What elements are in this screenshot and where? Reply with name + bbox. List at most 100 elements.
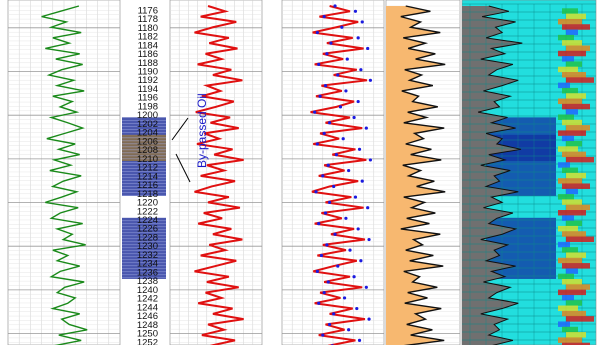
annotation-pointer-lower xyxy=(175,153,191,183)
dotted-curve-point xyxy=(315,30,319,35)
curve-1 xyxy=(41,5,88,345)
depth-label: 1202 xyxy=(137,119,158,130)
dotted-curve-point xyxy=(317,301,321,305)
dotted-curve-point xyxy=(360,179,364,183)
fluid-fill xyxy=(566,172,586,179)
dotted-curve-point xyxy=(336,264,340,268)
dotted-curve-point xyxy=(364,126,368,130)
depth-label: 1200 xyxy=(137,110,158,121)
dotted-curve-point xyxy=(319,253,324,258)
depth-label: 1194 xyxy=(138,84,158,95)
fluid-fill xyxy=(562,135,574,142)
annotation-pointer-upper xyxy=(171,117,189,141)
fluid-fill xyxy=(566,268,578,274)
dotted-curve-point xyxy=(356,36,360,40)
fluid-fill xyxy=(558,146,578,152)
dotted-curve-point xyxy=(366,206,370,210)
depth-label: 1198 xyxy=(138,101,158,112)
dotted-curve-point xyxy=(355,306,359,311)
dotted-curve-point xyxy=(347,328,351,332)
fluid-fill xyxy=(562,279,582,285)
fluid-fill xyxy=(562,326,578,333)
fluid-fill xyxy=(566,29,578,36)
lithology-curve xyxy=(477,5,523,345)
depth-label: 1228 xyxy=(137,232,158,243)
dotted-curve-point xyxy=(360,20,364,24)
dotted-curve-point xyxy=(315,269,319,273)
depth-label: 1190 xyxy=(138,67,158,78)
fluid-fill xyxy=(562,215,574,221)
dotted-curve-point xyxy=(367,317,371,321)
dotted-curve-point xyxy=(333,4,337,8)
fluid-fill xyxy=(562,87,578,94)
fluid-fill xyxy=(562,294,574,301)
fluid-fill xyxy=(562,199,582,205)
dotted-curve-point xyxy=(322,15,326,19)
dotted-curve-point xyxy=(332,312,336,316)
dotted-curve-point xyxy=(344,89,348,93)
fluid-fill xyxy=(566,300,582,306)
depth-label: 1240 xyxy=(137,285,158,296)
fluid-fill xyxy=(562,231,586,237)
fluid-fill xyxy=(566,13,586,20)
dotted-curve-point xyxy=(334,153,338,157)
depth-label: 1238 xyxy=(137,276,158,287)
dotted-curve-point xyxy=(338,105,343,109)
depth-label: 1252 xyxy=(137,337,158,345)
dotted-curve-point xyxy=(367,237,371,242)
depth-label: 1178 xyxy=(138,14,158,25)
fluid-fill xyxy=(558,305,578,312)
dotted-curve-point xyxy=(323,211,328,215)
depth-label: 1214 xyxy=(137,171,158,182)
fluid-fill xyxy=(562,183,590,189)
bypassed-oil-annotation: By-passed Oil xyxy=(171,93,209,183)
dotted-curve-point xyxy=(321,333,325,337)
fluid-fill xyxy=(562,8,578,14)
fluid-fill xyxy=(558,162,570,168)
fluid-fill xyxy=(558,289,586,296)
depth-label: 1236 xyxy=(137,267,158,278)
fluid-fill xyxy=(558,321,570,327)
fluid-fill xyxy=(566,156,594,163)
dotted-curve-point xyxy=(313,110,317,114)
log-curves xyxy=(41,4,446,345)
fluid-fill xyxy=(558,337,582,343)
dotted-curve-point xyxy=(332,184,336,189)
fluid-fill xyxy=(558,241,570,248)
depth-label: 1196 xyxy=(138,93,158,104)
dotted-curve-point xyxy=(356,227,360,231)
dotted-curve-point xyxy=(356,99,360,104)
dotted-curve-point xyxy=(318,94,322,98)
fluid-fill xyxy=(566,93,586,99)
dotted-curve-point xyxy=(326,280,330,284)
depth-label: 1250 xyxy=(137,329,158,340)
dotted-curve-point xyxy=(364,285,368,289)
fluid-fill xyxy=(562,310,586,317)
depth-label: 1222 xyxy=(137,206,158,217)
fluid-fill xyxy=(558,66,578,73)
fluid-fill xyxy=(566,252,586,258)
fluid-fill xyxy=(562,167,578,174)
dotted-curve-point xyxy=(342,296,347,300)
dotted-curve-point xyxy=(352,115,356,120)
fluid-fill xyxy=(566,61,582,67)
depth-label: 1246 xyxy=(137,311,158,322)
dotted-curve-point xyxy=(315,142,319,146)
dotted-curve-point xyxy=(328,322,332,327)
fluid-fill xyxy=(558,18,582,25)
fluid-fill xyxy=(566,109,578,115)
dotted-curve-point xyxy=(344,216,348,220)
fluid-fill xyxy=(562,247,578,253)
fluid-fill xyxy=(566,220,582,227)
curve-fill-5 xyxy=(386,6,446,345)
depth-label: 1192 xyxy=(138,75,158,86)
dotted-curve-point xyxy=(336,73,340,77)
depth-labels: 1176117811801182118411861188119011921194… xyxy=(137,5,158,345)
dotted-curve-point xyxy=(322,291,326,295)
depth-label: 1216 xyxy=(137,180,158,191)
dotted-curve-point xyxy=(314,190,318,194)
fluid-fill xyxy=(558,98,582,105)
fluid-fill xyxy=(566,316,594,322)
depth-zone-band xyxy=(122,134,166,162)
